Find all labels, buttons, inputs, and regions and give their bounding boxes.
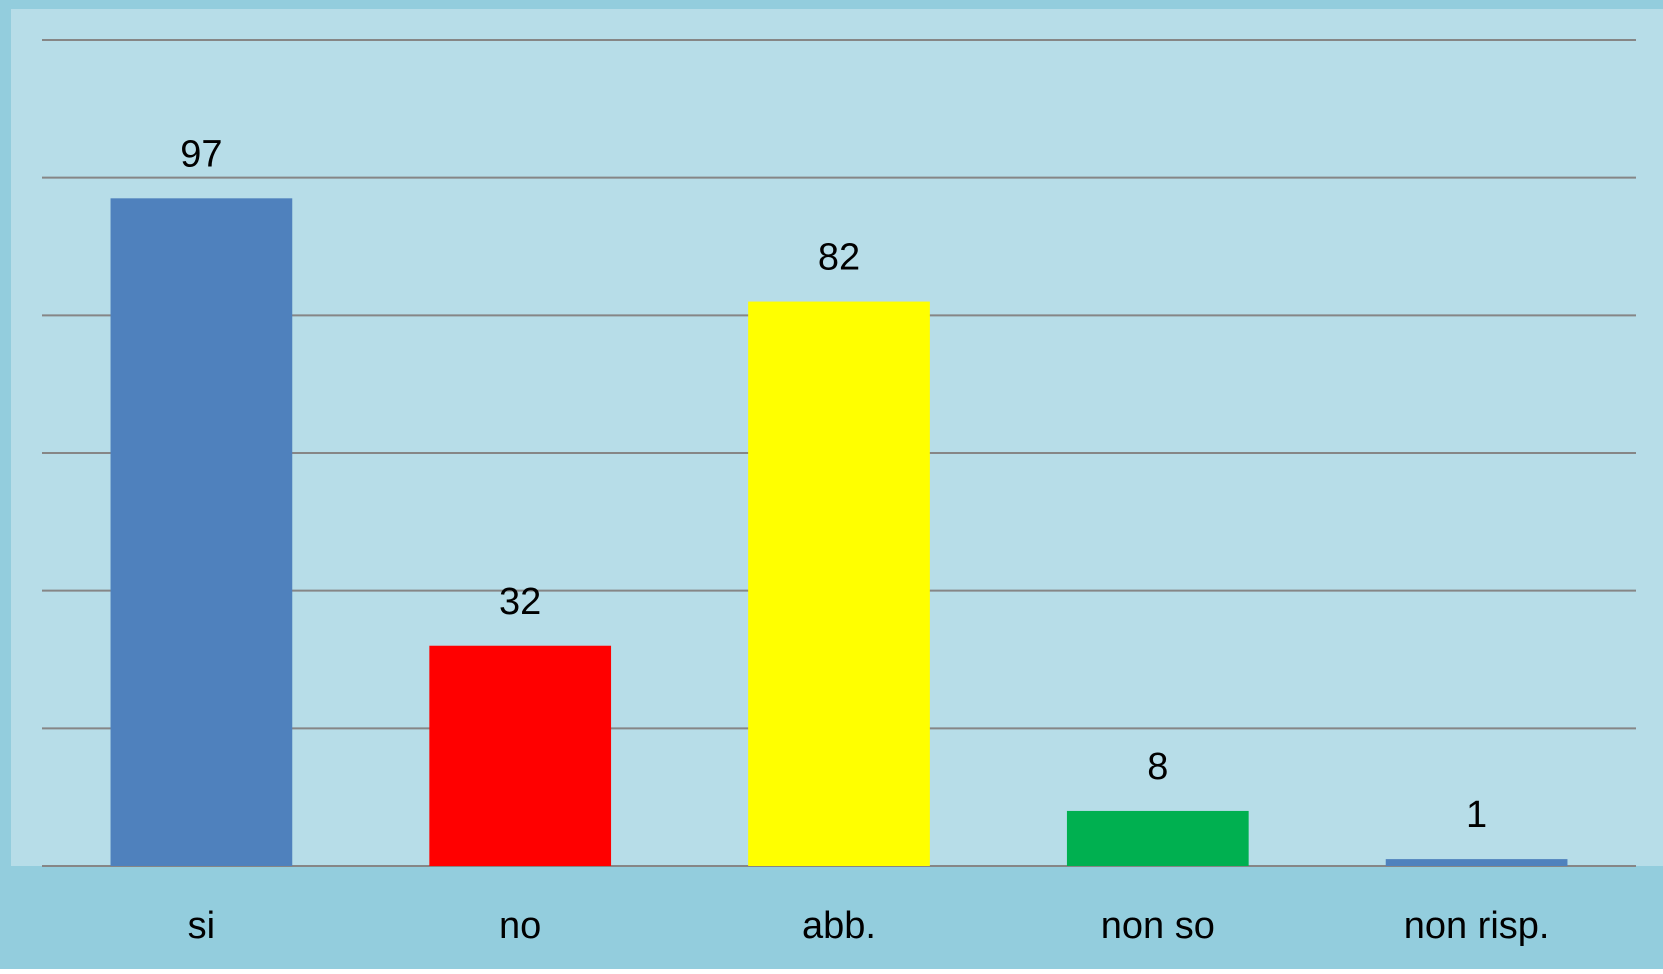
bar bbox=[429, 645, 612, 866]
x-tick-label: no bbox=[499, 905, 541, 947]
bar bbox=[748, 301, 930, 867]
value-label: 8 bbox=[1147, 746, 1168, 788]
bar bbox=[1066, 810, 1249, 866]
x-tick-label: si bbox=[188, 905, 215, 947]
x-tick-label: non so bbox=[1101, 905, 1215, 947]
bar bbox=[110, 198, 293, 867]
value-label: 97 bbox=[180, 133, 222, 175]
value-label: 82 bbox=[818, 237, 860, 279]
x-tick-label: abb. bbox=[802, 905, 876, 947]
value-label: 1 bbox=[1466, 794, 1487, 836]
bar bbox=[1385, 859, 1568, 866]
x-tick-label: non risp. bbox=[1404, 905, 1550, 947]
value-label: 32 bbox=[499, 581, 541, 623]
